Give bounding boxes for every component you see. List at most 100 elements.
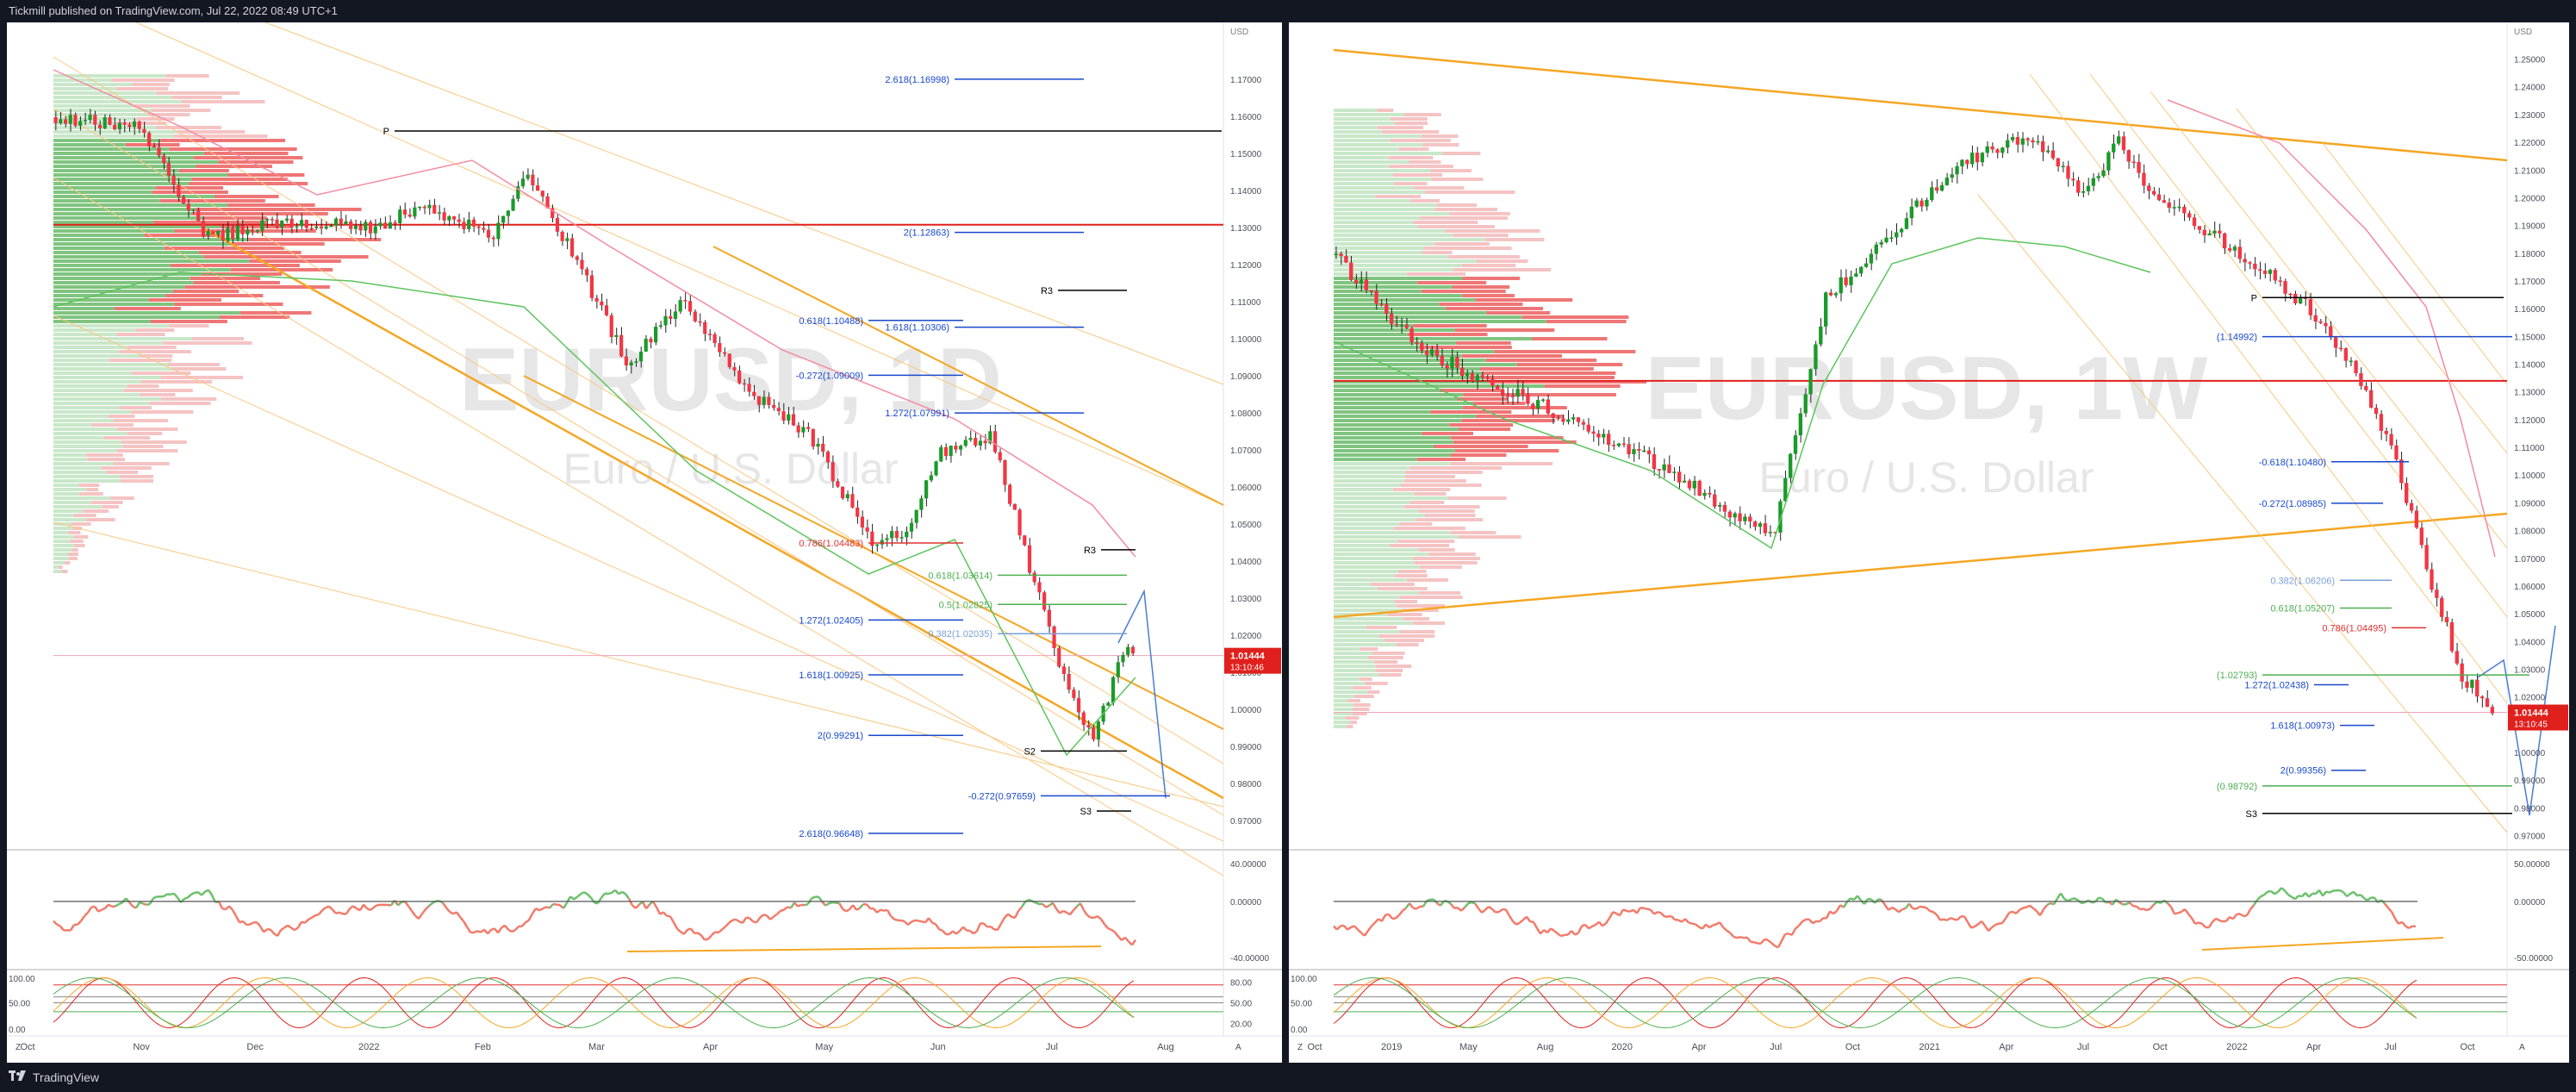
candle-body (378, 222, 383, 227)
price-tick-label: 1.14000 (2514, 361, 2546, 371)
candle-body (1551, 413, 1555, 418)
momentum-line (728, 919, 733, 924)
momentum-line (600, 892, 606, 899)
volume-profile-bar (53, 251, 199, 254)
chart-panel-daily[interactable]: EURUSD, 1D Euro / U.S. Dollar 2.618(1.1699… (7, 22, 1282, 1063)
momentum-line (2308, 892, 2313, 898)
volume-profile-bar (1456, 397, 1509, 401)
momentum-line (2207, 920, 2214, 928)
volume-profile-bar (1334, 466, 1411, 470)
volume-profile-bar (1484, 238, 1545, 241)
volume-profile-bar (1532, 337, 1608, 340)
candle-body (949, 446, 953, 457)
time-axis-label: 2020 (1612, 1042, 1633, 1052)
volume-profile-bar (1334, 371, 1482, 375)
candle-body (658, 325, 663, 328)
candle-body (560, 231, 564, 241)
candle-body (619, 334, 624, 357)
momentum-line (562, 902, 569, 909)
volume-profile-bar (1436, 203, 1478, 207)
momentum-line (404, 901, 409, 907)
candle-body (1455, 357, 1459, 368)
candle-body (2338, 347, 2343, 350)
candle-body (142, 128, 146, 134)
momentum-line (983, 922, 988, 928)
momentum-line (2408, 925, 2413, 929)
volume-profile-bar (53, 371, 132, 375)
candle-body (215, 231, 221, 234)
momentum-line (1832, 909, 1838, 915)
candle-body (122, 122, 127, 125)
momentum-line (1708, 924, 1714, 929)
candle-body (1646, 450, 1652, 455)
momentum-line (1842, 901, 1849, 908)
momentum-line (1104, 923, 1109, 929)
momentum-line (718, 928, 723, 934)
momentum-line (2298, 894, 2303, 898)
candle-body (968, 438, 973, 440)
volume-profile-bar (1334, 639, 1384, 642)
volume-profile-bar (53, 436, 104, 440)
momentum-line (2153, 901, 2158, 906)
momentum-line (938, 928, 943, 932)
volume-profile-bar (53, 259, 250, 263)
momentum-line (1981, 920, 1986, 927)
volume-profile-bar (53, 346, 128, 349)
momentum-line (2229, 915, 2234, 920)
volume-profile-bar (1334, 479, 1405, 483)
volume-profile-bar (1334, 328, 1455, 332)
volume-profile-bar (1394, 600, 1418, 603)
volume-profile-bar (1334, 152, 1443, 155)
volume-profile-bar (1334, 178, 1432, 181)
momentum-line (1051, 902, 1058, 910)
volume-profile-bar (148, 298, 222, 302)
momentum-line (473, 930, 478, 934)
momentum-line (1746, 936, 1752, 943)
volume-profile-bar (1424, 246, 1512, 250)
volume-profile-bar (1334, 363, 1517, 366)
volume-profile-bar (1431, 178, 1484, 181)
volume-profile-bar (53, 152, 204, 155)
chart-panel-weekly[interactable]: EURUSD, 1W Euro / U.S. Dollar P (1.14992) -0… (1289, 22, 2569, 1063)
volume-profile-bar (1334, 221, 1414, 224)
momentum-line (607, 891, 613, 895)
candle-body (1596, 434, 1601, 438)
candle-body (2262, 271, 2268, 274)
momentum-line (1825, 910, 1832, 919)
momentum-line (2329, 889, 2334, 894)
volume-profile-bar (119, 406, 152, 409)
candle-body (353, 225, 358, 229)
candle-body (157, 147, 161, 156)
volume-profile-bar (53, 315, 221, 319)
momentum-line (455, 911, 462, 918)
volume-profile-bar (195, 208, 362, 211)
candle-body (260, 220, 264, 231)
volume-profile-bar (1334, 410, 1431, 414)
price-tick-label: 0.97000 (1230, 817, 1262, 827)
volume-profile-bar (1334, 165, 1390, 168)
candle-body (2440, 597, 2444, 617)
last-price-badge (1224, 647, 1281, 674)
candle-body (2192, 217, 2197, 227)
volume-profile-bar (53, 225, 221, 228)
volume-profile-bar (1334, 406, 1463, 409)
volume-profile-bar (140, 380, 213, 384)
candle-body (462, 222, 466, 229)
candle-body (295, 226, 299, 228)
candle-body (1965, 159, 1969, 165)
candle-body (264, 219, 270, 221)
volume-profile-bar (1334, 462, 1451, 465)
candle-body (974, 438, 978, 446)
volume-profile-bar (53, 449, 117, 452)
momentum-line (1629, 908, 1634, 913)
momentum-line (1753, 941, 1758, 945)
time-axis-label: Oct (1845, 1042, 1860, 1052)
momentum-line (531, 908, 538, 914)
volume-profile-bar (1420, 565, 1462, 569)
momentum-line (2201, 922, 2206, 928)
momentum-line (1671, 915, 1676, 921)
candle-body (796, 425, 800, 433)
candle-body (1879, 242, 1883, 245)
